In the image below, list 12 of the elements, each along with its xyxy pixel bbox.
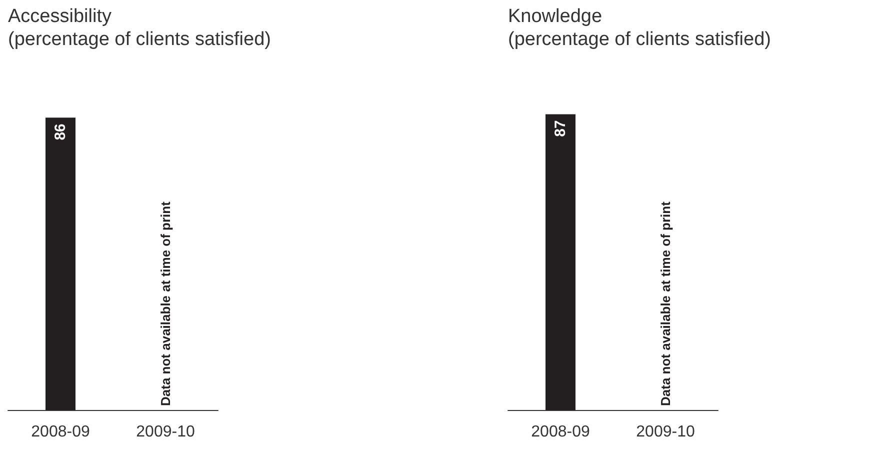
chart-subtitle: (percentage of clients satisfied) <box>8 29 271 50</box>
chart-title: Accessibility <box>8 6 112 27</box>
annotation: Data not available at time of print <box>658 200 673 406</box>
chart-subtitle: (percentage of clients satisfied) <box>508 29 771 50</box>
x-tick-label: 2009-10 <box>636 424 695 440</box>
x-tick-label: 2009-10 <box>136 424 195 440</box>
data-label: 87 <box>552 120 569 137</box>
chart-title: Knowledge <box>508 6 602 27</box>
annotation: Data not available at time of print <box>158 200 173 406</box>
x-tick-label: 2008-09 <box>31 424 90 440</box>
x-tick-label: 2008-09 <box>531 424 590 440</box>
data-label: 86 <box>52 124 69 140</box>
